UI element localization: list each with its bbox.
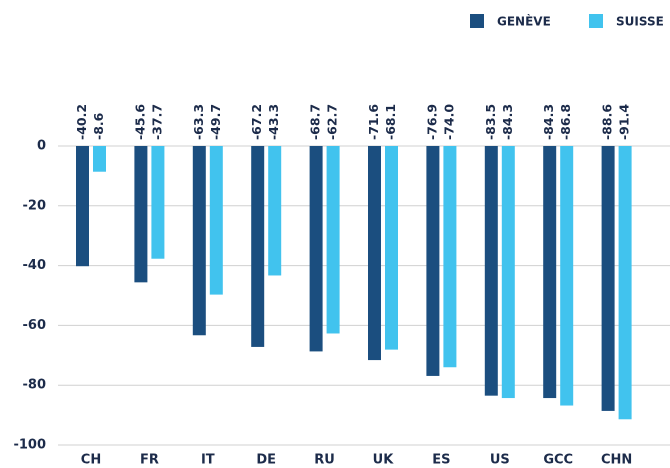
bar (268, 146, 282, 276)
y-tick-label: -60 (23, 318, 47, 333)
x-tick-label: IT (201, 453, 215, 468)
data-label: -88.6 (600, 104, 615, 140)
data-label: -63.3 (191, 104, 206, 140)
legend-swatch (470, 14, 484, 28)
x-tick-label: RU (314, 453, 335, 468)
x-tick-label: UK (373, 453, 395, 468)
data-label: -45.6 (132, 104, 147, 140)
x-tick-label: CHN (601, 453, 632, 468)
data-label: -49.7 (208, 104, 223, 140)
y-tick-label: 0 (37, 139, 46, 154)
data-label: -74.0 (441, 104, 456, 140)
bar (560, 146, 574, 406)
data-label: -86.8 (558, 104, 573, 140)
data-label: -68.1 (383, 104, 398, 140)
bar (251, 146, 265, 347)
y-tick-label: -40 (23, 258, 47, 273)
bar (484, 146, 498, 396)
data-label: -68.7 (308, 104, 323, 140)
bar (93, 146, 106, 172)
data-label: -62.7 (325, 104, 340, 140)
bar (601, 146, 615, 411)
x-tick-label: GCC (543, 453, 573, 468)
bar (151, 146, 165, 259)
data-label: -83.5 (483, 104, 498, 140)
bar (76, 146, 89, 267)
bar (192, 146, 206, 336)
x-tick-label: CH (81, 453, 101, 468)
bar (134, 146, 148, 283)
y-tick-label: -100 (13, 438, 46, 453)
x-tick-label: DE (256, 453, 276, 468)
data-label: -8.6 (91, 112, 106, 140)
bar (385, 146, 398, 350)
bar (501, 146, 515, 399)
x-tick-label: ES (432, 453, 450, 468)
bar (543, 146, 557, 399)
bar (426, 146, 440, 376)
legend-label: GENÈVE (497, 14, 551, 29)
bar (443, 146, 457, 368)
data-label: -91.4 (617, 104, 632, 140)
x-tick-label: FR (140, 453, 159, 468)
bar (368, 146, 381, 361)
data-label: -37.7 (149, 104, 164, 140)
legend-label: SUISSE (616, 15, 664, 29)
data-label: -40.2 (74, 104, 89, 140)
legend-swatch (589, 14, 603, 28)
data-label: -67.2 (249, 104, 264, 140)
data-label: -71.6 (366, 104, 381, 140)
bar (618, 146, 632, 420)
bar (209, 146, 223, 295)
data-label: -43.3 (266, 104, 281, 140)
data-label: -84.3 (500, 104, 515, 140)
bar (326, 146, 340, 334)
bar (309, 146, 323, 352)
data-label: -76.9 (424, 104, 439, 140)
y-tick-label: -80 (23, 378, 47, 393)
x-tick-label: US (490, 453, 510, 468)
y-tick-label: -20 (23, 198, 47, 213)
data-label: -84.3 (541, 104, 556, 140)
